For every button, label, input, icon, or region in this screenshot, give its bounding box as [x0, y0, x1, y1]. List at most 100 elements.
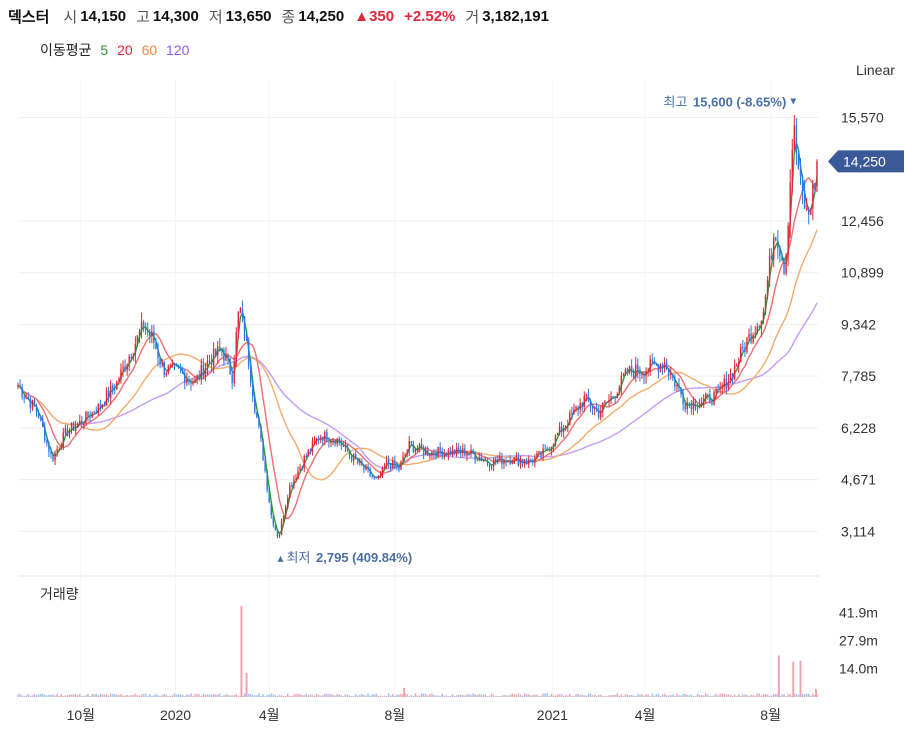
volume-bar [587, 693, 590, 697]
low-value: 13,650 [225, 7, 272, 25]
volume-bar [781, 694, 783, 697]
candle-body [688, 402, 691, 404]
volume-bar [505, 695, 507, 697]
candle-body [622, 375, 625, 377]
x-tick-label: 8월 [760, 707, 781, 723]
candle-body [717, 388, 719, 390]
volume-bar [657, 693, 660, 697]
candle-body [348, 451, 351, 455]
volume-bar [406, 694, 408, 697]
volume-bar [276, 695, 279, 697]
candle-body [142, 321, 145, 330]
volume-bar [783, 693, 785, 697]
volume-bar [680, 695, 682, 697]
volume-bar [371, 694, 373, 697]
volume-bar [738, 694, 740, 697]
candle-body [435, 454, 437, 458]
candle-body [394, 460, 396, 466]
volume-bar [217, 694, 219, 697]
volume-bar [317, 694, 320, 697]
volume-bar [389, 695, 392, 697]
candle-body [307, 449, 310, 457]
volume-bar [474, 694, 476, 697]
scale-toggle[interactable]: Linear [856, 62, 895, 78]
candle-body [805, 208, 808, 210]
volume-bar [762, 693, 765, 697]
volume-bar [291, 695, 293, 697]
candle-body [72, 422, 75, 432]
ma-legend-120[interactable]: 120 [166, 42, 190, 58]
moving-average-legend[interactable]: 이동평균 5 20 60 120 [40, 40, 194, 60]
volume-bar [171, 695, 174, 697]
candle-body [212, 348, 215, 366]
volume-bar [740, 695, 742, 697]
volume-bar [472, 693, 474, 697]
ma-legend-5[interactable]: 5 [100, 42, 109, 58]
volume-bar [779, 695, 781, 697]
candle-body [192, 382, 194, 384]
candle-body [797, 153, 800, 169]
candle-body [136, 335, 139, 345]
candle-body [97, 403, 100, 414]
change-value: ▲350 [354, 7, 395, 25]
volume-bar [713, 695, 715, 697]
candle-body [87, 411, 89, 417]
volume-bar [27, 694, 30, 697]
volume-bar [328, 694, 330, 697]
volume-bar [624, 694, 627, 697]
volume-bar [173, 693, 176, 697]
candle-body [241, 308, 244, 317]
volume-bar [468, 694, 470, 697]
volume-bar [550, 694, 553, 697]
volume-bar [56, 693, 58, 697]
y-axis-ticks: 15,570 12,456 10,899 9,342 7,785 6,228 4,671 3,… [841, 110, 884, 540]
candle-body [93, 411, 95, 414]
candle-body [79, 420, 81, 424]
volume-bar [155, 693, 157, 697]
candle-body [665, 362, 668, 370]
candle-body [422, 448, 425, 455]
volume-bar [151, 695, 153, 697]
volume-bar [165, 694, 167, 697]
volume-bar [439, 695, 441, 697]
candle-body [383, 466, 386, 468]
volume-bar [74, 694, 77, 697]
volume-bar [142, 694, 145, 697]
candle-body [700, 402, 703, 405]
candle-body [462, 448, 464, 454]
ma-legend-60[interactable]: 60 [141, 42, 158, 58]
candle-body [357, 459, 359, 464]
candle-body [735, 365, 738, 367]
candle-body [457, 447, 460, 451]
volume-bar [348, 695, 351, 697]
volume-bar [184, 695, 186, 697]
volume-bar [289, 695, 291, 697]
volume-bar [744, 694, 746, 697]
candle-body [284, 506, 287, 517]
ma-legend-20[interactable]: 20 [117, 42, 133, 58]
candle-body [764, 296, 767, 313]
candle-body [713, 391, 715, 405]
volume-bar [546, 693, 548, 697]
volume-bar [801, 693, 804, 697]
candle-body [760, 320, 763, 328]
candle-body [239, 308, 242, 313]
candle-body [414, 449, 417, 453]
candle-body [175, 364, 178, 367]
candle-body [41, 418, 44, 427]
volume-bar [665, 695, 668, 697]
volume-bar [282, 695, 285, 697]
candle-body [740, 347, 742, 363]
candle-body [789, 182, 791, 226]
volume-bar [346, 694, 349, 697]
candle-body [793, 125, 796, 150]
volume-bar [626, 694, 629, 697]
candle-body [299, 467, 301, 471]
ma60-line [17, 229, 818, 481]
candle-body [225, 354, 227, 361]
candle-body [715, 388, 717, 392]
low-marker-icon [277, 555, 284, 562]
candle-body [548, 450, 550, 452]
candle-body [777, 240, 779, 248]
